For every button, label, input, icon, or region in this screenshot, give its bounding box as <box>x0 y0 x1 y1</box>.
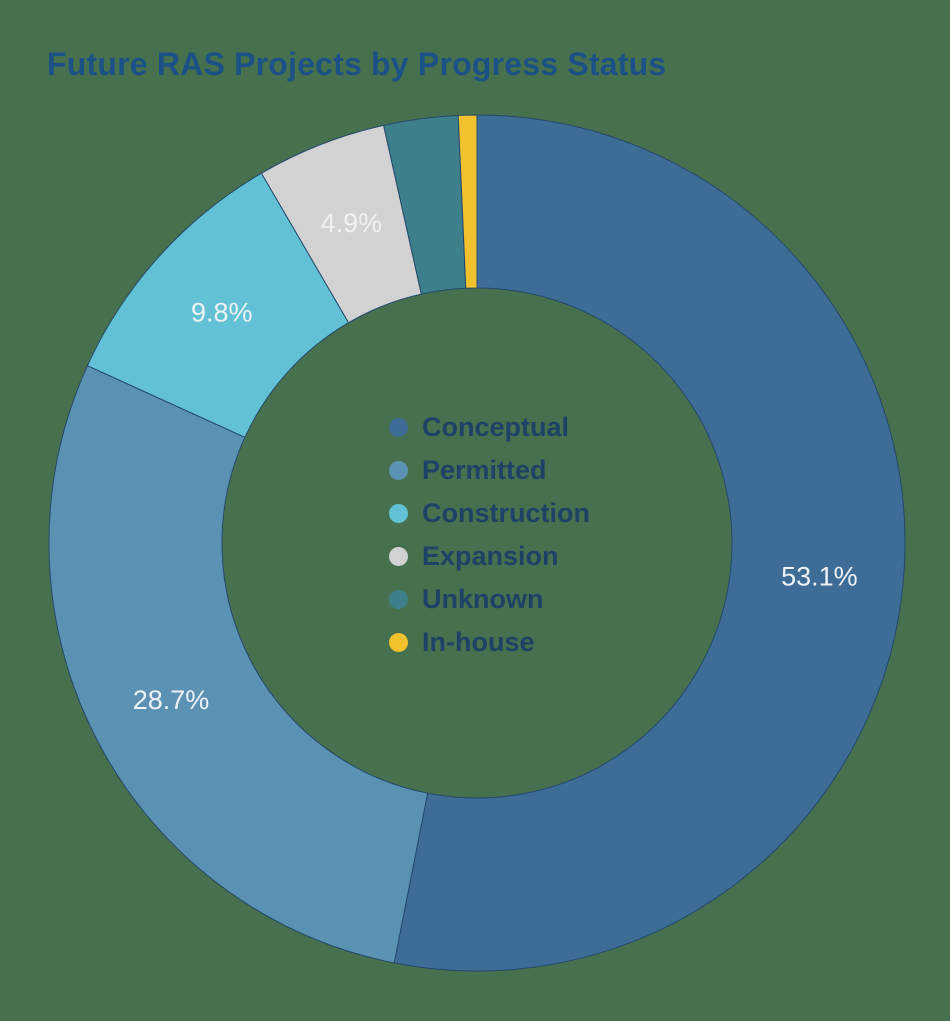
legend: Conceptual Permitted Construction Expans… <box>389 406 590 664</box>
legend-dot-unknown <box>389 590 408 609</box>
slice-percentage-label: 4.9% <box>321 208 383 238</box>
legend-dot-construction <box>389 504 408 523</box>
legend-label-conceptual: Conceptual <box>422 412 570 442</box>
slice-conceptual[interactable] <box>393 114 906 972</box>
legend-dot-permitted <box>389 461 408 480</box>
legend-item-expansion[interactable]: Expansion <box>389 535 590 578</box>
slice-percentage-label: 9.8% <box>191 297 253 327</box>
donut-slice-labels: 53.1% 28.7% 9.8% 4.9% <box>133 208 858 715</box>
legend-item-construction[interactable]: Construction <box>389 492 590 535</box>
legend-dot-expansion <box>389 547 408 566</box>
slice-percentage-label: 53.1% <box>781 561 858 591</box>
slice-permitted[interactable] <box>48 364 429 964</box>
legend-label-construction: Construction <box>422 498 590 528</box>
legend-label-unknown: Unknown <box>422 584 544 614</box>
legend-label-permitted: Permitted <box>422 455 547 485</box>
donut-slices <box>48 114 906 972</box>
legend-dot-conceptual <box>389 418 408 437</box>
legend-item-unknown[interactable]: Unknown <box>389 578 590 621</box>
chart-title: Future RAS Projects by Progress Status <box>47 46 667 82</box>
legend-item-permitted[interactable]: Permitted <box>389 449 590 492</box>
legend-item-conceptual[interactable]: Conceptual <box>389 406 590 449</box>
slice-in-house[interactable] <box>457 114 478 289</box>
slice-percentage-label: 28.7% <box>133 685 210 715</box>
legend-dot-inhouse <box>389 633 408 652</box>
legend-label-expansion: Expansion <box>422 541 559 571</box>
legend-label-inhouse: In-house <box>422 627 535 657</box>
legend-item-inhouse[interactable]: In-house <box>389 621 590 664</box>
